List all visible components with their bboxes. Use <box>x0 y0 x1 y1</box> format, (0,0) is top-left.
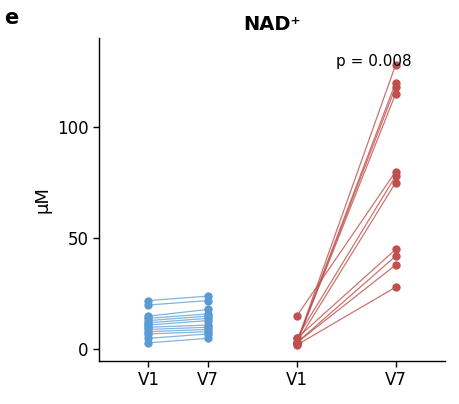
Y-axis label: μM: μM <box>34 186 51 213</box>
Text: p = 0.008: p = 0.008 <box>336 54 411 69</box>
Title: NAD⁺: NAD⁺ <box>243 15 300 34</box>
Text: e: e <box>5 8 19 28</box>
